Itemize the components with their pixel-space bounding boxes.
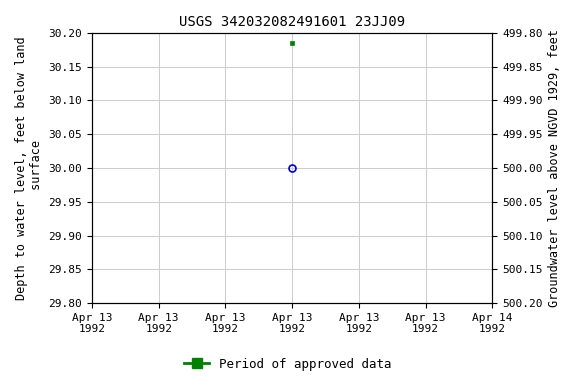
- Legend: Period of approved data: Period of approved data: [179, 353, 397, 376]
- Title: USGS 342032082491601 23JJ09: USGS 342032082491601 23JJ09: [179, 15, 405, 29]
- Y-axis label: Depth to water level, feet below land
 surface: Depth to water level, feet below land su…: [15, 36, 43, 300]
- Y-axis label: Groundwater level above NGVD 1929, feet: Groundwater level above NGVD 1929, feet: [548, 29, 561, 307]
